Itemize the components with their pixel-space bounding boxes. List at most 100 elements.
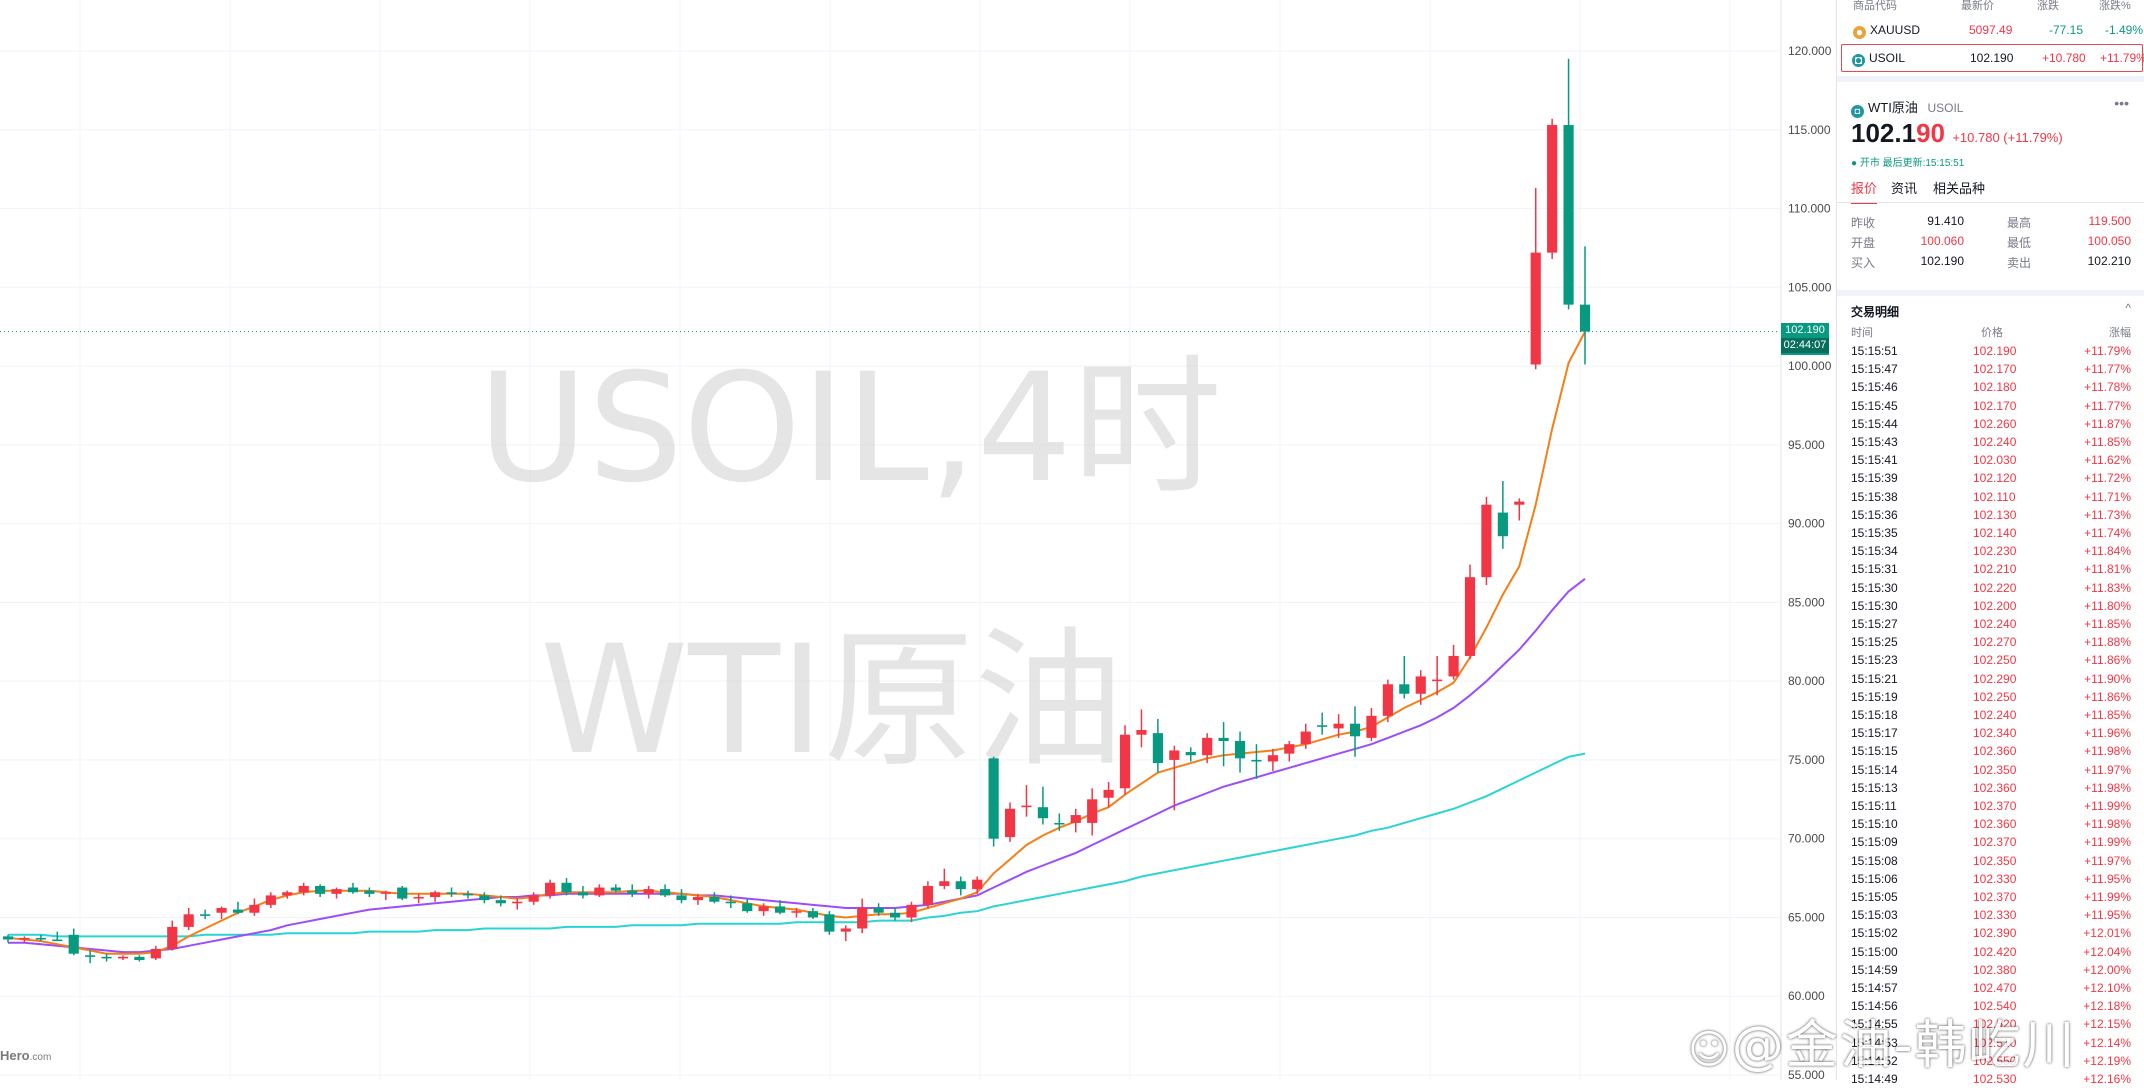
y-tick-label: 60.000 xyxy=(1788,989,1825,1003)
trade-time: 15:15:17 xyxy=(1851,726,1898,741)
trade-pct: +11.77% xyxy=(2084,398,2131,413)
trade-time: 15:15:47 xyxy=(1851,362,1898,377)
stat-label: 开盘 xyxy=(1851,236,1876,250)
instrument-code: USOIL xyxy=(1927,101,1964,115)
trade-pct: +11.90% xyxy=(2084,671,2131,686)
trade-price: 102.030 xyxy=(1973,453,2017,468)
stat-value: 102.210 xyxy=(2087,254,2131,268)
candle-body xyxy=(791,911,802,913)
divider xyxy=(1837,76,2144,82)
trade-row: 15:15:00 102.420 +12.04% xyxy=(1837,943,2144,961)
trade-row: 15:15:47 102.170 +11.77% xyxy=(1837,360,2144,378)
trade-price: 102.210 xyxy=(1973,562,2017,577)
trade-time: 15:15:43 xyxy=(1851,435,1898,449)
trade-row: 15:15:21 102.290 +11.90% xyxy=(1837,670,2144,688)
candle-body xyxy=(430,892,441,897)
tab-news[interactable]: 资讯 xyxy=(1891,181,1918,196)
candle-body xyxy=(807,911,819,918)
col-last: 最新价 xyxy=(1961,0,1994,12)
trade-price: 102.130 xyxy=(1973,507,2017,522)
divider xyxy=(1837,202,2144,203)
candle-body xyxy=(889,912,901,918)
trade-pct: +12.00% xyxy=(2083,962,2131,977)
trade-pct: +11.95% xyxy=(2084,871,2131,886)
price-tail: 90 xyxy=(1916,118,1945,148)
candle-body xyxy=(1464,577,1476,656)
trade-pct: +11.86% xyxy=(2084,653,2131,668)
tab-quote[interactable]: 报价 xyxy=(1851,178,1878,204)
y-tick-label: 75.000 xyxy=(1788,753,1825,767)
candle-body xyxy=(594,887,605,896)
ma-line-purple xyxy=(8,578,1586,954)
candle-body xyxy=(397,887,408,899)
watchlist-symbol: ● XAUUSD xyxy=(1853,23,1920,39)
trade-time: 15:15:11 xyxy=(1851,799,1897,813)
watchlist-row-xauusd[interactable]: ● XAUUSD 5097.49 -77.15 -1.49% xyxy=(1837,17,2144,43)
trade-row: 15:14:52 102.550 +12.19% xyxy=(1837,1052,2144,1070)
trade-pct: +11.85% xyxy=(2084,435,2131,449)
trade-price: 102.110 xyxy=(1973,489,2016,504)
trade-row: 15:15:18 102.240 +11.85% xyxy=(1837,706,2144,724)
trade-time: 15:15:03 xyxy=(1851,908,1898,923)
trade-price: 102.370 xyxy=(1973,799,2017,813)
watchlist-row-usoil[interactable]: ◘ USOIL 102.190 +10.780 +11.79% xyxy=(1841,44,2144,72)
trade-pct: +11.96% xyxy=(2084,726,2131,741)
y-tick-label: 120.000 xyxy=(1788,44,1832,58)
candle-body xyxy=(1349,723,1361,737)
candle-body xyxy=(216,908,227,913)
candle-body xyxy=(1563,125,1574,305)
trade-time: 15:15:38 xyxy=(1851,489,1898,504)
trade-time: 15:15:15 xyxy=(1851,744,1898,759)
trade-row: 15:15:10 102.360 +11.98% xyxy=(1837,815,2144,833)
collapse-icon[interactable]: ^ xyxy=(2125,301,2131,315)
trade-time: 15:15:13 xyxy=(1851,780,1898,795)
more-icon[interactable]: ••• xyxy=(2114,95,2129,111)
trade-row: 15:15:25 102.270 +11.88% xyxy=(1837,633,2144,651)
trade-row: 15:15:30 102.220 +11.83% xyxy=(1837,579,2144,597)
trade-pct: +11.84% xyxy=(2084,544,2131,559)
candle-body xyxy=(1004,808,1016,838)
trade-time: 15:15:18 xyxy=(1851,708,1898,722)
trade-pct: +11.71% xyxy=(2084,489,2131,504)
trade-row: 15:15:19 102.250 +11.86% xyxy=(1837,688,2144,706)
change-value: +10.780 xyxy=(2042,51,2086,65)
chart-watermark-subtitle: WTI原油 xyxy=(540,614,1124,788)
trade-price: 102.350 xyxy=(1973,853,2017,868)
candle-body xyxy=(85,955,96,957)
candle-body xyxy=(774,906,786,913)
trade-time: 15:14:53 xyxy=(1851,1035,1898,1050)
trade-price: 102.370 xyxy=(1973,890,2017,904)
trades-title: 交易明细 xyxy=(1851,305,1900,319)
trade-time: 15:14:55 xyxy=(1851,1017,1898,1032)
candle-body xyxy=(495,900,506,904)
candle-body xyxy=(1136,729,1147,735)
tab-related[interactable]: 相关品种 xyxy=(1933,181,1986,196)
y-tick-label: 55.000 xyxy=(1788,1068,1825,1080)
candle-body xyxy=(1234,741,1246,759)
trade-pct: +11.74% xyxy=(2084,526,2131,540)
col-change: 涨跌 xyxy=(2037,0,2059,12)
trade-time: 15:15:10 xyxy=(1851,817,1898,832)
trade-pct: +11.87% xyxy=(2084,416,2131,431)
candle-body xyxy=(1070,815,1081,823)
trade-time: 15:15:45 xyxy=(1851,398,1898,413)
trade-time: 15:15:51 xyxy=(1851,344,1898,358)
candlestick-chart[interactable]: USOIL,4时 WTI原油 120.000 115.000 110.000 105.00… xyxy=(0,0,1836,1080)
trade-time: 15:15:30 xyxy=(1851,598,1898,613)
trade-pct: +11.80% xyxy=(2084,598,2131,613)
chart-area[interactable]: USOIL,4时 WTI原油 120.000 115.000 110.000 105.00… xyxy=(0,0,1832,1080)
trade-time: 15:15:46 xyxy=(1851,380,1898,395)
trade-time: 15:14:57 xyxy=(1851,981,1898,995)
trade-price: 102.200 xyxy=(1973,598,2017,613)
trade-row: 15:14:55 102.520 +12.15% xyxy=(1837,1015,2144,1033)
trade-price: 102.260 xyxy=(1973,416,2017,431)
trade-row: 15:15:03 102.330 +11.95% xyxy=(1837,906,2144,924)
trade-price: 102.340 xyxy=(1973,726,2017,741)
trade-time: 15:15:30 xyxy=(1851,580,1898,595)
trade-time: 15:15:25 xyxy=(1851,635,1898,650)
trade-price: 102.120 xyxy=(1973,471,2017,486)
y-tick-label: 65.000 xyxy=(1788,910,1825,924)
candle-body xyxy=(1054,822,1065,825)
trade-pct: +11.99% xyxy=(2084,890,2131,904)
trade-row: 15:15:15 102.360 +11.98% xyxy=(1837,742,2144,760)
